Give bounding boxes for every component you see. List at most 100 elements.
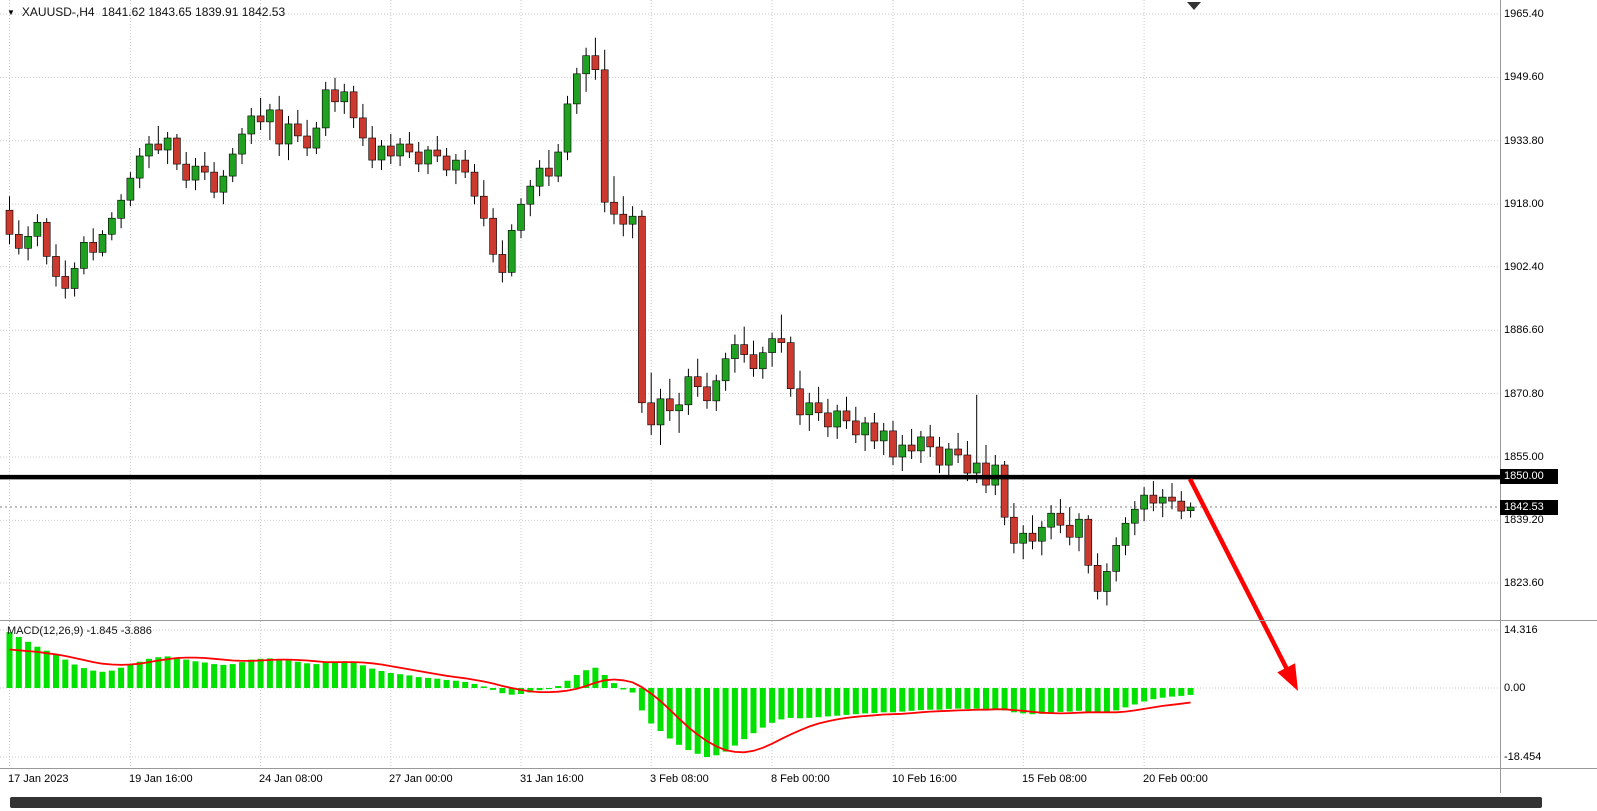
macd-histogram-bar bbox=[1103, 688, 1110, 713]
macd-histogram-bar bbox=[824, 688, 831, 717]
macd-histogram-bar bbox=[750, 688, 757, 734]
macd-histogram-bar bbox=[443, 679, 450, 688]
macd-histogram-bar bbox=[118, 667, 125, 688]
candle-body bbox=[433, 149, 442, 157]
candle-body bbox=[1065, 524, 1074, 538]
candle-body bbox=[442, 155, 451, 171]
candle-body bbox=[1084, 518, 1093, 566]
time-axis[interactable] bbox=[0, 768, 1500, 794]
macd-histogram-bar bbox=[294, 661, 301, 688]
candle-body bbox=[610, 201, 618, 215]
macd-histogram-bar bbox=[15, 637, 22, 688]
macd-histogram-bar bbox=[276, 659, 283, 688]
macd-histogram-bar bbox=[90, 670, 97, 688]
candle-body bbox=[545, 167, 553, 177]
macd-histogram-bar bbox=[508, 688, 515, 695]
candle-body bbox=[1010, 516, 1018, 544]
macd-histogram-bar bbox=[80, 668, 87, 688]
macd-histogram-bar bbox=[787, 688, 794, 718]
candle-body bbox=[917, 436, 925, 452]
macd-histogram-bar bbox=[341, 661, 348, 688]
candle-body bbox=[703, 386, 711, 402]
macd-histogram-bar bbox=[806, 688, 813, 718]
macd-histogram-bar bbox=[378, 671, 385, 688]
price-axis[interactable] bbox=[1500, 0, 1597, 620]
macd-histogram-bar bbox=[694, 688, 701, 754]
macd-histogram-bar bbox=[136, 661, 143, 688]
candle-body bbox=[972, 462, 981, 474]
scrollbar-thumb[interactable] bbox=[10, 797, 1542, 808]
macd-histogram-bar bbox=[434, 678, 441, 688]
candle-body bbox=[758, 352, 767, 370]
symbol-period-label: XAUUSD-,H4 bbox=[21, 5, 95, 19]
candle-body bbox=[312, 127, 321, 149]
price-tick-label: 1949.60 bbox=[1504, 71, 1544, 83]
candle-body bbox=[210, 171, 218, 193]
candle-body bbox=[173, 137, 181, 165]
ohlc-readout: 1841.62 1843.65 1839.91 1842.53 bbox=[101, 5, 286, 19]
macd-histogram-bar bbox=[462, 681, 469, 688]
candle-body bbox=[489, 217, 497, 255]
macd-histogram-bar bbox=[704, 688, 710, 757]
candle-body bbox=[24, 236, 32, 249]
candle-body bbox=[889, 430, 897, 458]
macd-histogram-bar bbox=[973, 688, 980, 709]
time-tick-label: 27 Jan 00:00 bbox=[389, 773, 453, 785]
trend-arrow-head[interactable] bbox=[1277, 663, 1298, 691]
candle-body bbox=[405, 143, 414, 153]
candle-body bbox=[1177, 500, 1186, 512]
candle-body bbox=[805, 402, 814, 416]
macd-histogram-bar bbox=[192, 661, 199, 688]
macd-histogram-bar bbox=[406, 675, 413, 688]
macd-histogram-bar bbox=[871, 688, 878, 714]
time-tick-label: 3 Feb 08:00 bbox=[650, 773, 709, 785]
macd-tick-label: 14.316 bbox=[1504, 624, 1538, 636]
candle-body bbox=[963, 454, 972, 474]
macd-histogram-bar bbox=[834, 688, 841, 716]
candle-body bbox=[1093, 564, 1102, 592]
price-tick-label: 1933.80 bbox=[1504, 135, 1544, 147]
chart-shift-marker-icon[interactable] bbox=[1187, 2, 1201, 10]
price-tick-label: 1965.40 bbox=[1504, 8, 1544, 20]
candle-body bbox=[470, 171, 479, 197]
candle-body bbox=[303, 135, 311, 149]
macd-histogram-bar bbox=[397, 674, 404, 688]
candle-body bbox=[61, 276, 70, 289]
macd-histogram-bar bbox=[164, 656, 171, 688]
candle-body bbox=[479, 195, 488, 219]
macd-histogram-bar bbox=[852, 688, 859, 715]
price-tick-label: 1902.40 bbox=[1504, 261, 1544, 273]
candle-body bbox=[517, 203, 525, 231]
macd-histogram-bar bbox=[1029, 688, 1036, 715]
candle-body bbox=[526, 185, 535, 205]
candle-body bbox=[898, 444, 907, 458]
horizontal-scrollbar[interactable] bbox=[0, 795, 1597, 811]
candle-body bbox=[321, 89, 330, 129]
macd-histogram-bar bbox=[629, 688, 636, 693]
macd-histogram-bar bbox=[71, 664, 78, 688]
macd-histogram-bar bbox=[266, 658, 273, 688]
macd-histogram-bar bbox=[536, 688, 543, 691]
candle-body bbox=[163, 137, 172, 151]
candle-body bbox=[396, 143, 404, 157]
time-tick-label: 15 Feb 08:00 bbox=[1022, 773, 1087, 785]
macd-histogram-bar bbox=[53, 654, 59, 688]
candle-body bbox=[861, 422, 869, 436]
candle-body bbox=[461, 159, 470, 173]
macd-histogram-bar bbox=[220, 664, 227, 688]
candle-body bbox=[1028, 532, 1037, 542]
candle-body bbox=[219, 175, 228, 193]
candle-body bbox=[1149, 494, 1158, 504]
time-tick-label: 17 Jan 2023 bbox=[8, 773, 69, 785]
macd-histogram-bar bbox=[304, 663, 311, 688]
macd-histogram-bar bbox=[1141, 688, 1148, 702]
macd-histogram-bar bbox=[555, 686, 562, 688]
candle-body bbox=[1112, 544, 1120, 572]
symbol-dropdown-icon[interactable]: ▼ bbox=[7, 7, 15, 17]
trend-arrow-shaft[interactable] bbox=[1187, 477, 1295, 682]
macd-histogram-bar bbox=[359, 665, 366, 688]
candle-body bbox=[982, 462, 990, 486]
candle-body bbox=[591, 55, 600, 71]
candle-body bbox=[1056, 512, 1065, 526]
